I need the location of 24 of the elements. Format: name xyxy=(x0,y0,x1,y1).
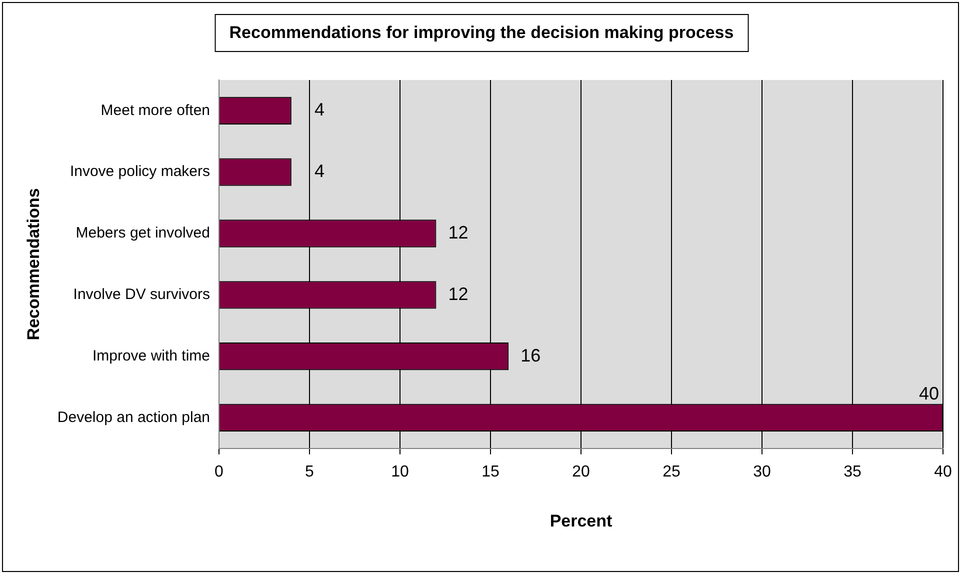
x-tick-label: 25 xyxy=(662,463,681,480)
data-label: 4 xyxy=(314,161,325,182)
y-tick-label: Develop an action plan xyxy=(57,408,210,426)
x-axis-title: Percent xyxy=(550,511,613,530)
y-axis-title: Recommendations xyxy=(24,188,43,340)
data-label: 40 xyxy=(918,384,940,404)
x-tick-label: 30 xyxy=(753,463,771,480)
y-tick-label: Meet more often xyxy=(100,102,210,119)
x-tick-label: 20 xyxy=(572,463,590,480)
x-tick-label: 15 xyxy=(482,463,500,480)
y-tick-label: Improve with time xyxy=(92,347,210,364)
data-label: 4 xyxy=(314,100,325,120)
data-label: 12 xyxy=(448,284,468,304)
x-tick-label: 10 xyxy=(391,463,410,480)
data-label: 12 xyxy=(448,222,468,242)
data-label: 16 xyxy=(520,345,541,366)
y-tick-label: Invove policy makers xyxy=(70,163,210,180)
x-tick-label: 40 xyxy=(934,463,952,480)
y-tick-label: Involve DV survivors xyxy=(73,286,210,304)
y-tick-label: Mebers get involved xyxy=(76,224,210,242)
x-tick-label: 0 xyxy=(214,463,224,480)
x-tick-label: 5 xyxy=(305,463,314,480)
x-tick-label: 35 xyxy=(844,463,862,480)
chart-title: Recommendations for improving the decision making process xyxy=(214,14,749,52)
